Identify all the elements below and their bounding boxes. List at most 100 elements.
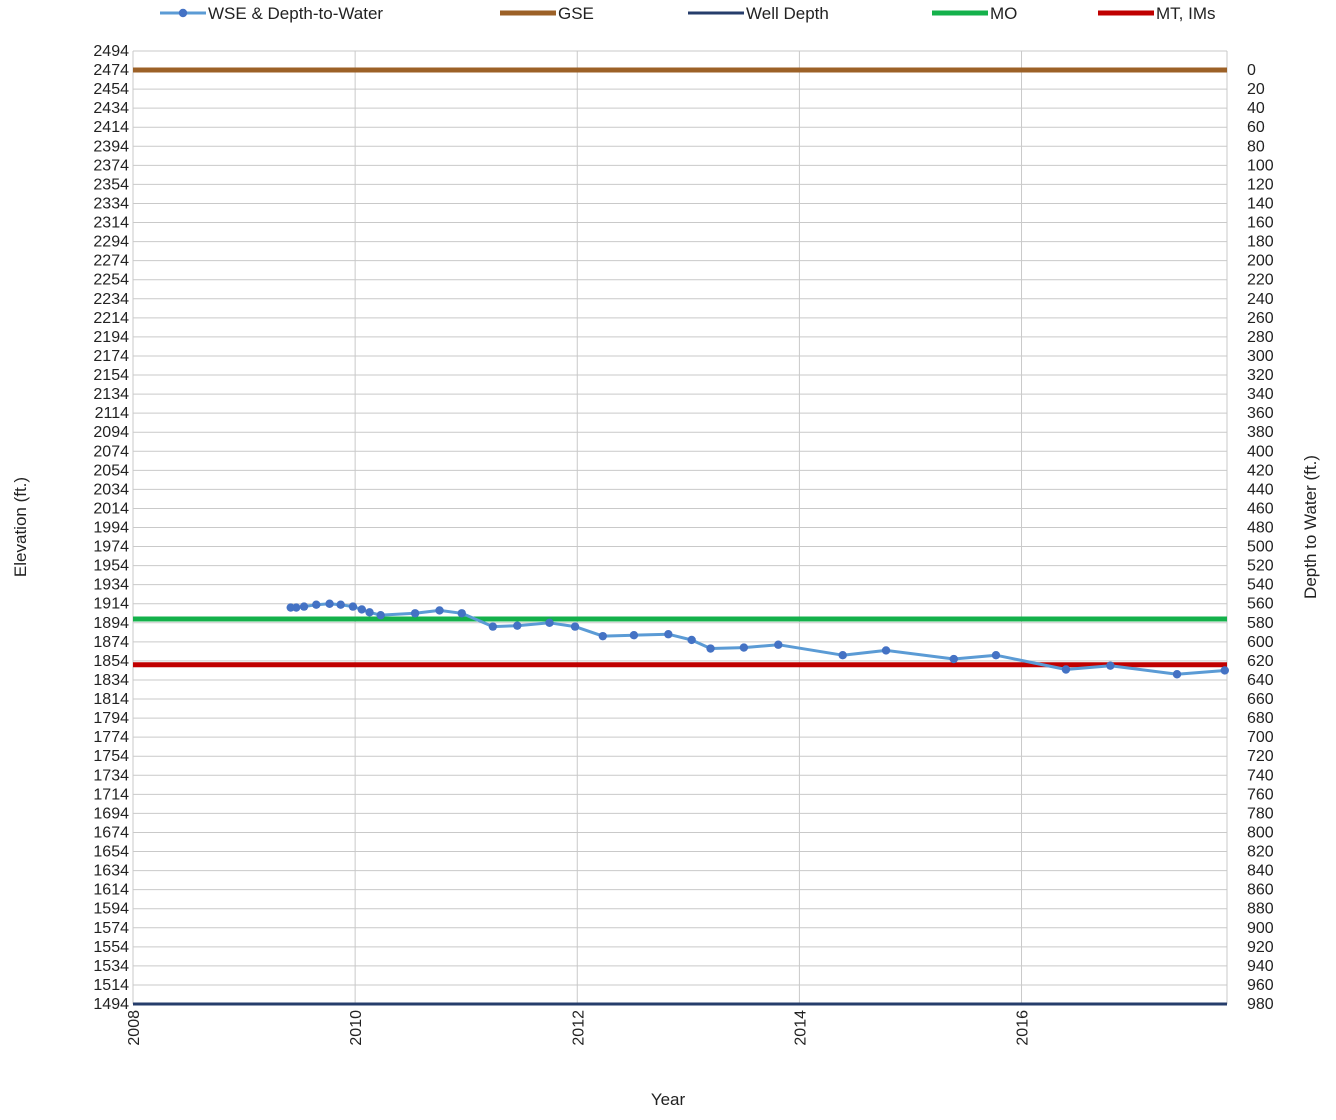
y-tick-label: 2054	[93, 462, 129, 479]
y2-tick-label: 80	[1247, 138, 1265, 155]
y-tick-label: 2334	[93, 195, 129, 212]
y-tick-label: 1714	[93, 786, 129, 803]
data-point	[357, 605, 366, 614]
y2-tick-label: 820	[1247, 844, 1274, 861]
y2-tick-label: 340	[1247, 386, 1274, 403]
data-point	[570, 622, 580, 631]
y-tick-label: 1954	[93, 558, 129, 575]
y-tick-label: 2494	[93, 43, 129, 60]
y-tick-label: 1814	[93, 691, 129, 708]
y2-tick-label: 480	[1247, 520, 1274, 537]
y2-tick-label: 520	[1247, 558, 1274, 575]
y2-tick-label: 620	[1247, 653, 1274, 670]
y2-tick-label: 440	[1247, 481, 1274, 498]
data-point	[376, 610, 385, 620]
y2-tick-label: 860	[1247, 882, 1274, 899]
data-point	[1220, 666, 1229, 675]
y2-tick-label: 760	[1247, 786, 1274, 803]
y2-tick-label: 140	[1247, 195, 1274, 212]
y-tick-label: 2434	[93, 100, 129, 117]
data-point	[513, 621, 522, 630]
legend-label: Well Depth	[746, 4, 829, 23]
y-tick-label: 2374	[93, 157, 129, 174]
data-point	[629, 630, 639, 640]
legend-label: GSE	[558, 4, 594, 23]
data-point	[706, 644, 715, 653]
data-point	[991, 651, 1001, 660]
y2-tick-label: 400	[1247, 443, 1274, 460]
data-series	[286, 599, 1229, 679]
y2-tick-label: 360	[1247, 405, 1274, 422]
y-tick-label: 1854	[93, 653, 129, 670]
y2-tick-label: 380	[1247, 424, 1274, 441]
y-axis-left-ticks: 2494 2474 2454 2434 2414 2394 2374 2354 2334 2314…	[93, 43, 129, 1013]
data-point	[488, 622, 498, 631]
y2-tick-label: 580	[1247, 615, 1274, 632]
data-point	[292, 603, 301, 612]
data-point	[1172, 670, 1182, 679]
y-tick-label: 2314	[93, 215, 129, 232]
legend-marker	[178, 8, 188, 18]
data-point	[664, 630, 673, 639]
y2-tick-label: 880	[1247, 901, 1274, 918]
y2-tick-label: 60	[1247, 119, 1265, 136]
data-point	[739, 643, 749, 652]
legend-label: MT, IMs	[1156, 4, 1216, 23]
y-tick-label: 2174	[93, 348, 129, 365]
legend: WSE & Depth-to-Water GSE Well Depth MO MT, I…	[160, 4, 1216, 23]
data-point	[457, 609, 466, 618]
y-tick-label: 2474	[93, 62, 129, 79]
data-point	[838, 651, 847, 660]
y2-tick-label: 100	[1247, 157, 1274, 174]
y2-tick-label: 960	[1247, 977, 1274, 994]
x-axis-ticks: 2008 2010 2012 2014 2016	[126, 1010, 1032, 1046]
y-tick-label: 2094	[93, 424, 129, 441]
gridlines	[132, 50, 1228, 1005]
data-point	[687, 635, 696, 645]
legend-label: WSE & Depth-to-Water	[208, 4, 383, 23]
y-tick-label: 1754	[93, 748, 129, 765]
data-point	[299, 602, 309, 611]
data-point	[881, 646, 891, 655]
y2-tick-label: 640	[1247, 672, 1274, 689]
y-tick-label: 2194	[93, 329, 129, 346]
y2-tick-label: 320	[1247, 367, 1274, 384]
x-tick-label: 2010	[348, 1010, 365, 1046]
data-point	[325, 599, 334, 608]
y2-tick-label: 260	[1247, 310, 1274, 327]
y2-tick-label: 220	[1247, 272, 1274, 289]
y2-tick-label: 600	[1247, 634, 1274, 651]
y2-tick-label: 720	[1247, 748, 1274, 765]
y-tick-label: 1774	[93, 729, 129, 746]
x-tick-label: 2012	[570, 1010, 587, 1046]
y-tick-label: 1694	[93, 805, 129, 822]
y2-tick-label: 900	[1247, 920, 1274, 937]
y-tick-label: 1654	[93, 844, 129, 861]
y2-tick-label: 300	[1247, 348, 1274, 365]
y-tick-label: 1894	[93, 615, 129, 632]
x-tick-label: 2016	[1015, 1010, 1032, 1046]
legend-label: MO	[990, 4, 1017, 23]
y2-tick-label: 160	[1247, 215, 1274, 232]
y-tick-label: 2354	[93, 176, 129, 193]
y-tick-label: 2234	[93, 291, 129, 308]
data-point	[598, 631, 608, 641]
y2-tick-label: 240	[1247, 291, 1274, 308]
y2-tick-label: 460	[1247, 500, 1274, 517]
y-tick-label: 2414	[93, 119, 129, 136]
data-point	[336, 600, 345, 609]
y-tick-label: 1614	[93, 882, 129, 899]
y2-tick-label: 180	[1247, 234, 1274, 251]
y-tick-label: 2134	[93, 386, 129, 403]
data-point	[1106, 661, 1115, 670]
y2-tick-label: 120	[1247, 176, 1274, 193]
y-axis-title: Elevation (ft.)	[11, 477, 30, 577]
y2-tick-label: 700	[1247, 729, 1274, 746]
data-point	[774, 640, 783, 649]
data-point	[1061, 665, 1071, 674]
data-point	[435, 606, 444, 615]
y-tick-label: 2214	[93, 310, 129, 327]
y-tick-label: 1594	[93, 901, 129, 918]
